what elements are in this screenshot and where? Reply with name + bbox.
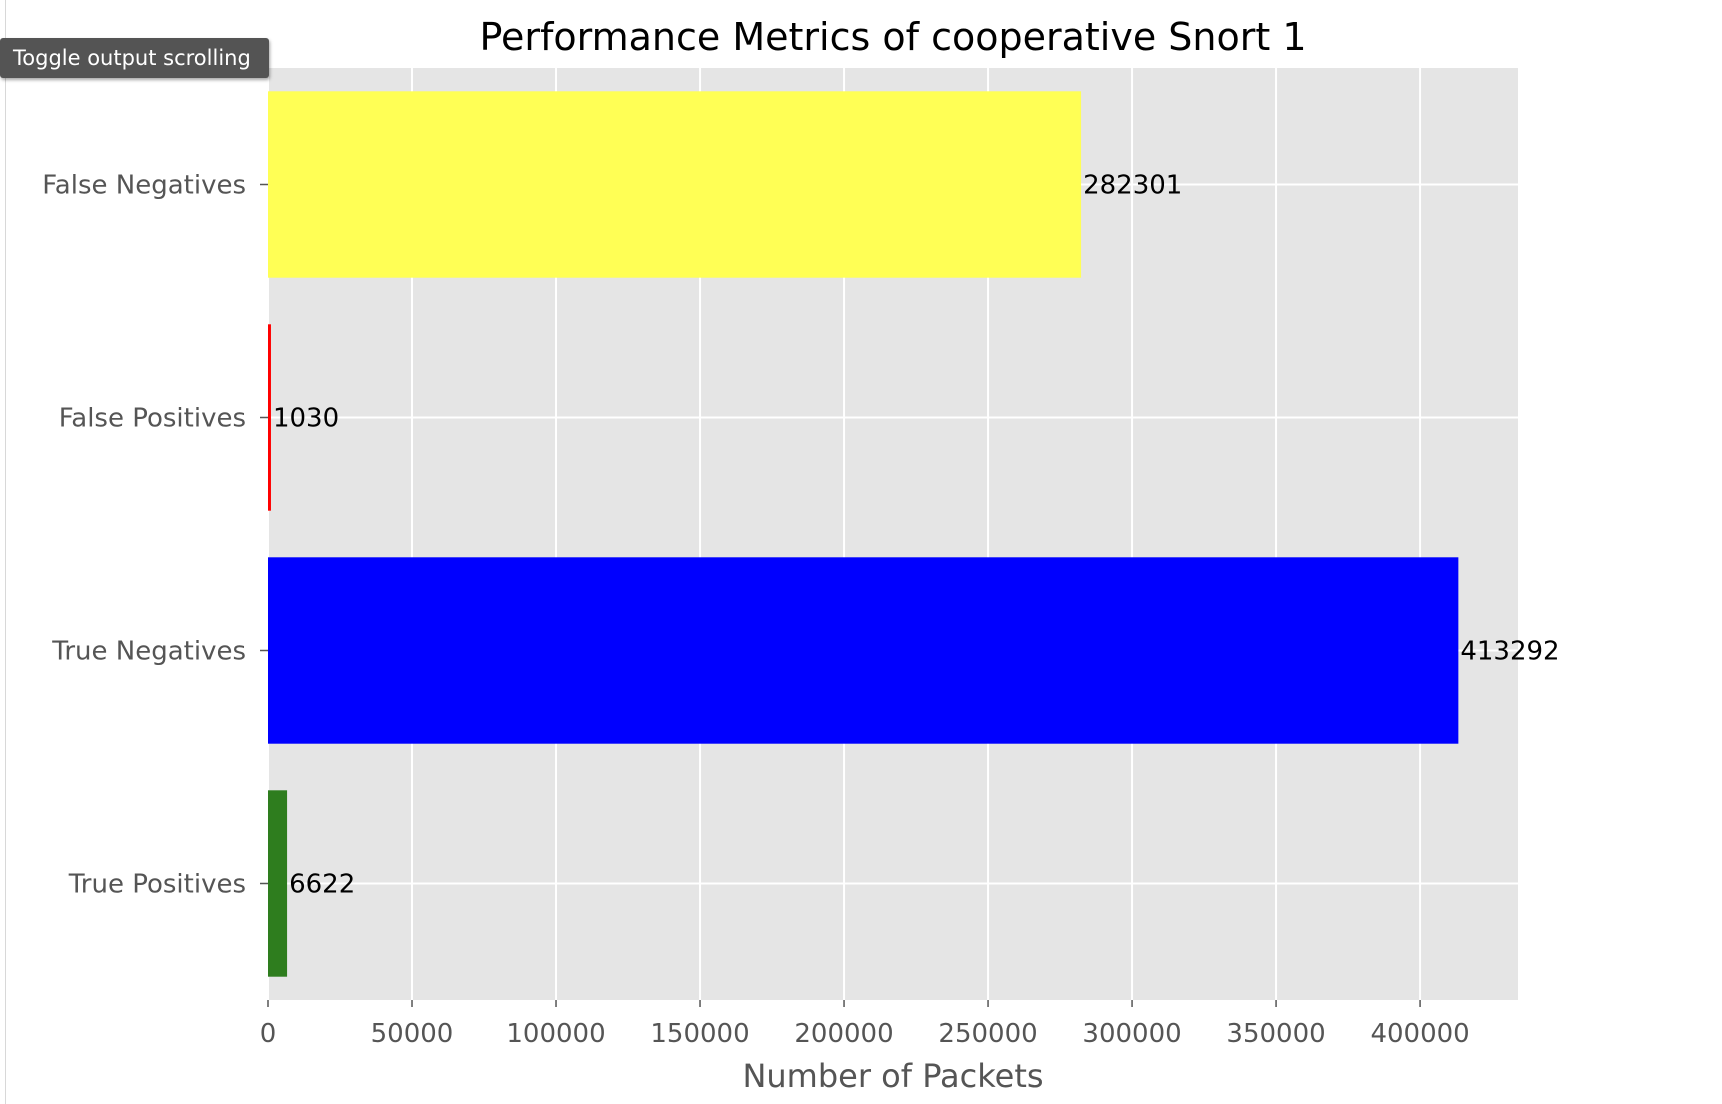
x-axis-label: Number of Packets — [742, 1057, 1043, 1095]
bar — [268, 790, 288, 977]
chart-title: Performance Metrics of cooperative Snort… — [479, 15, 1306, 59]
y-tick-label: False Positives — [59, 404, 246, 434]
y-tick-label: True Positives — [68, 870, 246, 900]
data-labels: 6622 413292 1030 282301 — [273, 171, 1560, 900]
data-label: 1030 — [273, 404, 339, 434]
y-tick-label: True Negatives — [51, 637, 246, 667]
toggle-output-scrolling-tooltip[interactable]: Toggle output scrolling — [0, 38, 269, 78]
bars — [268, 91, 1459, 977]
bar — [268, 91, 1082, 278]
data-label: 6622 — [289, 870, 355, 900]
x-tick-label: 350000 — [1226, 1019, 1325, 1049]
x-tick-label: 200000 — [794, 1019, 893, 1049]
y-axis-ticks: True Positives True Negatives False Positi… — [42, 171, 268, 900]
x-tick-label: 400000 — [1370, 1019, 1469, 1049]
bar — [268, 324, 271, 511]
data-label: 282301 — [1083, 171, 1182, 201]
x-axis-ticks: 0 50000 100000 150000 200000 250000 300000 3500… — [260, 1000, 1470, 1049]
output-cell-border — [5, 0, 6, 1104]
x-tick-label: 300000 — [1082, 1019, 1181, 1049]
x-tick-label: 250000 — [938, 1019, 1037, 1049]
x-tick-label: 0 — [260, 1019, 277, 1049]
bar — [268, 557, 1459, 744]
data-label: 413292 — [1460, 637, 1559, 667]
x-tick-label: 150000 — [650, 1019, 749, 1049]
x-tick-label: 50000 — [371, 1019, 454, 1049]
y-tick-label: False Negatives — [42, 171, 246, 201]
x-tick-label: 100000 — [506, 1019, 605, 1049]
